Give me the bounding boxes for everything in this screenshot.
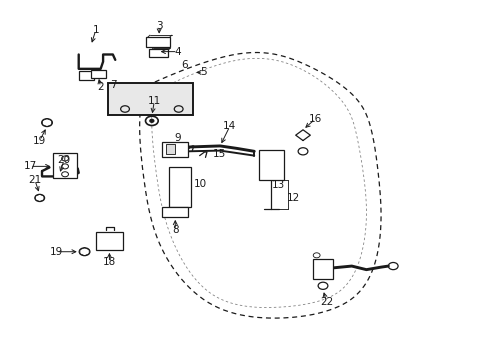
Bar [312, 259, 332, 279]
Text: 6: 6 [182, 60, 188, 70]
Text: 15: 15 [212, 149, 225, 159]
Text: 18: 18 [102, 257, 116, 267]
Text: 12: 12 [286, 193, 299, 203]
Text: 8: 8 [172, 225, 178, 235]
Text: 4: 4 [174, 46, 181, 57]
Circle shape [150, 120, 154, 122]
Bar [108, 83, 193, 116]
Text: 3: 3 [156, 21, 162, 31]
Text: 11: 11 [147, 96, 161, 106]
Bar [161, 207, 188, 217]
Bar [259, 149, 283, 180]
Text: 1: 1 [92, 25, 99, 35]
Bar [91, 70, 105, 78]
FancyBboxPatch shape [146, 37, 169, 47]
Bar [96, 232, 122, 250]
Bar [165, 144, 175, 154]
Text: 2: 2 [97, 82, 104, 92]
Text: 14: 14 [223, 121, 236, 131]
Text: 21: 21 [28, 175, 41, 185]
Text: 13: 13 [271, 180, 285, 190]
Text: 7: 7 [110, 80, 117, 90]
Bar [53, 153, 77, 178]
Text: 5: 5 [199, 67, 206, 77]
Text: 9: 9 [174, 133, 181, 143]
Text: 22: 22 [319, 297, 332, 307]
Bar [79, 71, 94, 80]
FancyBboxPatch shape [149, 49, 168, 57]
Text: 20: 20 [58, 155, 70, 165]
Text: 19: 19 [33, 136, 46, 145]
Text: 10: 10 [194, 179, 207, 189]
Text: 17: 17 [23, 161, 37, 171]
Text: 16: 16 [308, 114, 321, 124]
Bar [161, 142, 188, 157]
Bar [168, 167, 190, 207]
Text: 19: 19 [50, 247, 63, 257]
